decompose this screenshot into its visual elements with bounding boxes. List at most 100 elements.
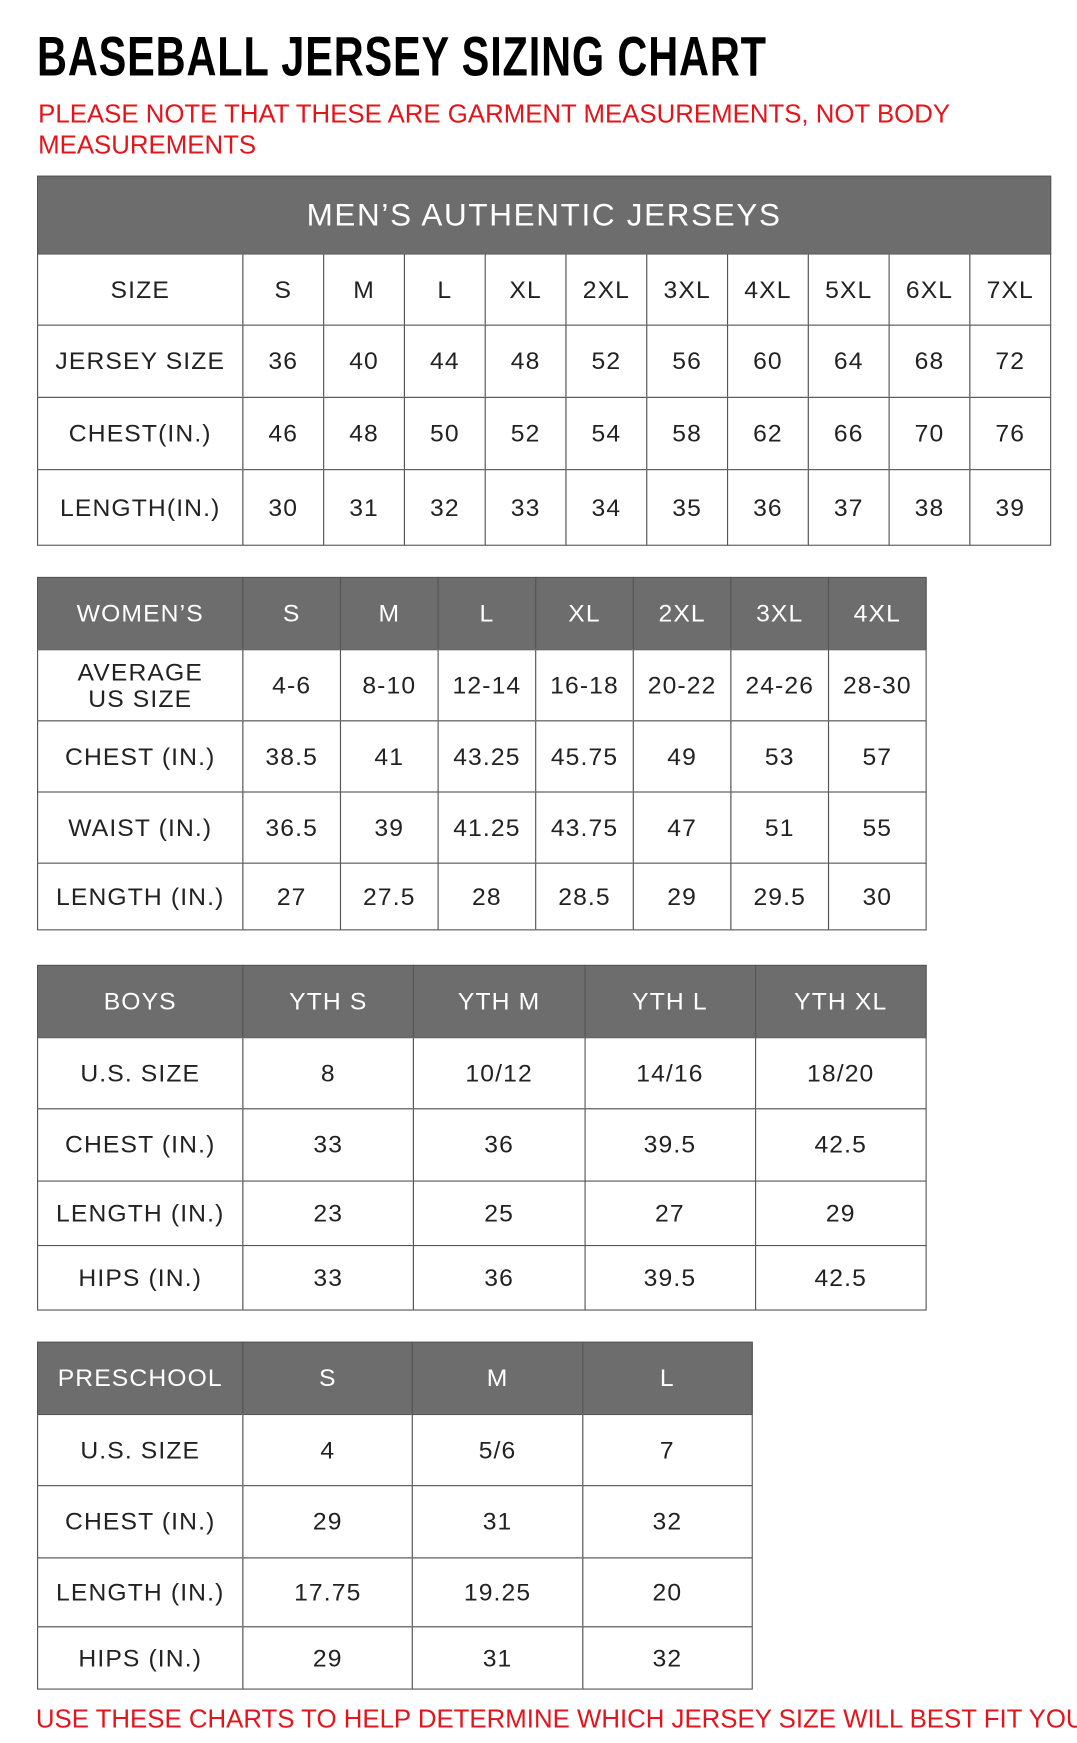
value-cell: 31 xyxy=(412,1485,584,1559)
value-cell: 31 xyxy=(412,1626,584,1690)
header-cell: S xyxy=(242,576,342,651)
header-cell: 2XL xyxy=(565,253,648,326)
header-cell: 3XL xyxy=(646,253,729,326)
header-cell: YTH S xyxy=(242,964,415,1039)
header-cell: 3XL xyxy=(730,576,830,651)
value-cell: 14/16 xyxy=(583,1037,756,1110)
value-cell: 16-18 xyxy=(535,649,634,722)
value-cell: 57 xyxy=(827,720,927,793)
header-cell: S xyxy=(242,253,325,326)
value-cell: 39.5 xyxy=(583,1108,756,1182)
value-cell: 17.75 xyxy=(242,1557,414,1628)
note: PLEASE NOTE THAT THESE ARE GARMENT MEASU… xyxy=(38,98,950,159)
header-cell: YTH L xyxy=(583,964,756,1039)
row-label: LENGTH (IN.) xyxy=(37,1180,244,1247)
value-cell: 46 xyxy=(242,396,325,471)
row-label: U.S. SIZE xyxy=(37,1037,244,1110)
value-cell: 36 xyxy=(413,1108,586,1182)
header-cell: 4XL xyxy=(726,253,809,326)
value-cell: 60 xyxy=(726,324,809,398)
header-cell: 7XL xyxy=(969,253,1052,326)
value-cell: 48 xyxy=(323,396,406,471)
value-cell: 36 xyxy=(413,1244,586,1311)
header-cell: XL xyxy=(535,576,634,651)
value-cell: 49 xyxy=(632,720,732,793)
row-label: JERSEY SIZE xyxy=(37,324,244,398)
value-cell: 44 xyxy=(403,324,486,398)
value-cell: 66 xyxy=(807,396,890,471)
value-cell: 28 xyxy=(437,862,537,931)
value-cell: 41.25 xyxy=(437,791,537,864)
row-label: LENGTH (IN.) xyxy=(37,862,244,931)
value-cell: 8 xyxy=(242,1037,415,1110)
header-cell: M xyxy=(412,1341,584,1416)
value-cell: 40 xyxy=(323,324,406,398)
value-cell: 8-10 xyxy=(339,649,439,722)
value-cell: 33 xyxy=(242,1108,415,1182)
page-title: BASEBALL JERSEY SIZING CHART xyxy=(37,25,767,88)
row-label: HIPS (IN.) xyxy=(37,1626,244,1690)
value-cell: 45.75 xyxy=(535,720,634,793)
header-cell: L xyxy=(581,1341,753,1416)
value-cell: 39 xyxy=(969,469,1052,546)
value-cell: 10/12 xyxy=(413,1037,586,1110)
value-cell: 30 xyxy=(827,862,927,931)
value-cell: 36 xyxy=(726,469,809,546)
value-cell: 64 xyxy=(807,324,890,398)
value-cell: 34 xyxy=(565,469,648,546)
value-cell: 47 xyxy=(632,791,732,864)
value-cell: 28-30 xyxy=(827,649,927,722)
row-label: LENGTH(IN.) xyxy=(37,469,244,546)
value-cell: 39.5 xyxy=(583,1244,756,1311)
value-cell: 43.75 xyxy=(535,791,634,864)
value-cell: 42.5 xyxy=(754,1108,927,1182)
header-cell: YTH XL xyxy=(754,964,927,1039)
header-cell: XL xyxy=(484,253,567,326)
value-cell: 42.5 xyxy=(754,1244,927,1311)
row-label: LENGTH (IN.) xyxy=(37,1557,244,1628)
value-cell: 54 xyxy=(565,396,648,471)
value-cell: 56 xyxy=(646,324,729,398)
value-cell: 76 xyxy=(969,396,1052,471)
header-cell: SIZE xyxy=(37,253,244,326)
value-cell: 31 xyxy=(323,469,406,546)
header-cell: S xyxy=(242,1341,414,1416)
value-cell: 24-26 xyxy=(730,649,830,722)
value-cell: 18/20 xyxy=(754,1037,927,1110)
header-cell: 2XL xyxy=(632,576,732,651)
value-cell: 20-22 xyxy=(632,649,732,722)
value-cell: 27 xyxy=(242,862,342,931)
value-cell: 29 xyxy=(242,1485,414,1559)
value-cell: 36 xyxy=(242,324,325,398)
value-cell: 51 xyxy=(730,791,830,864)
value-cell: 27.5 xyxy=(339,862,439,931)
value-cell: 29 xyxy=(754,1180,927,1247)
value-cell: 33 xyxy=(242,1244,415,1311)
value-cell: 29 xyxy=(632,862,732,931)
value-cell: 58 xyxy=(646,396,729,471)
value-cell: 30 xyxy=(242,469,325,546)
value-cell: 5/6 xyxy=(412,1413,584,1487)
value-cell: 43.25 xyxy=(437,720,537,793)
value-cell: 23 xyxy=(242,1180,415,1247)
row-label: CHEST (IN.) xyxy=(37,1108,244,1182)
value-cell: 38 xyxy=(888,469,971,546)
header-cell: WOMEN’S xyxy=(37,576,244,651)
value-cell: 32 xyxy=(403,469,486,546)
value-cell: 29 xyxy=(242,1626,414,1690)
row-label: CHEST (IN.) xyxy=(37,1485,244,1559)
value-cell: 32 xyxy=(581,1626,753,1690)
value-cell: 55 xyxy=(827,791,927,864)
value-cell: 48 xyxy=(484,324,567,398)
value-cell: 29.5 xyxy=(730,862,830,931)
footer: USE THESE CHARTS TO HELP DETERMINE WHICH… xyxy=(35,1704,1077,1733)
value-cell: 41 xyxy=(339,720,439,793)
value-cell: 37 xyxy=(807,469,890,546)
header-cell: 4XL xyxy=(827,576,927,651)
value-cell: 20 xyxy=(581,1557,753,1628)
header-cell: 6XL xyxy=(888,253,971,326)
value-cell: 7 xyxy=(581,1413,753,1487)
value-cell: 19.25 xyxy=(412,1557,584,1628)
value-cell: 39 xyxy=(339,791,439,864)
